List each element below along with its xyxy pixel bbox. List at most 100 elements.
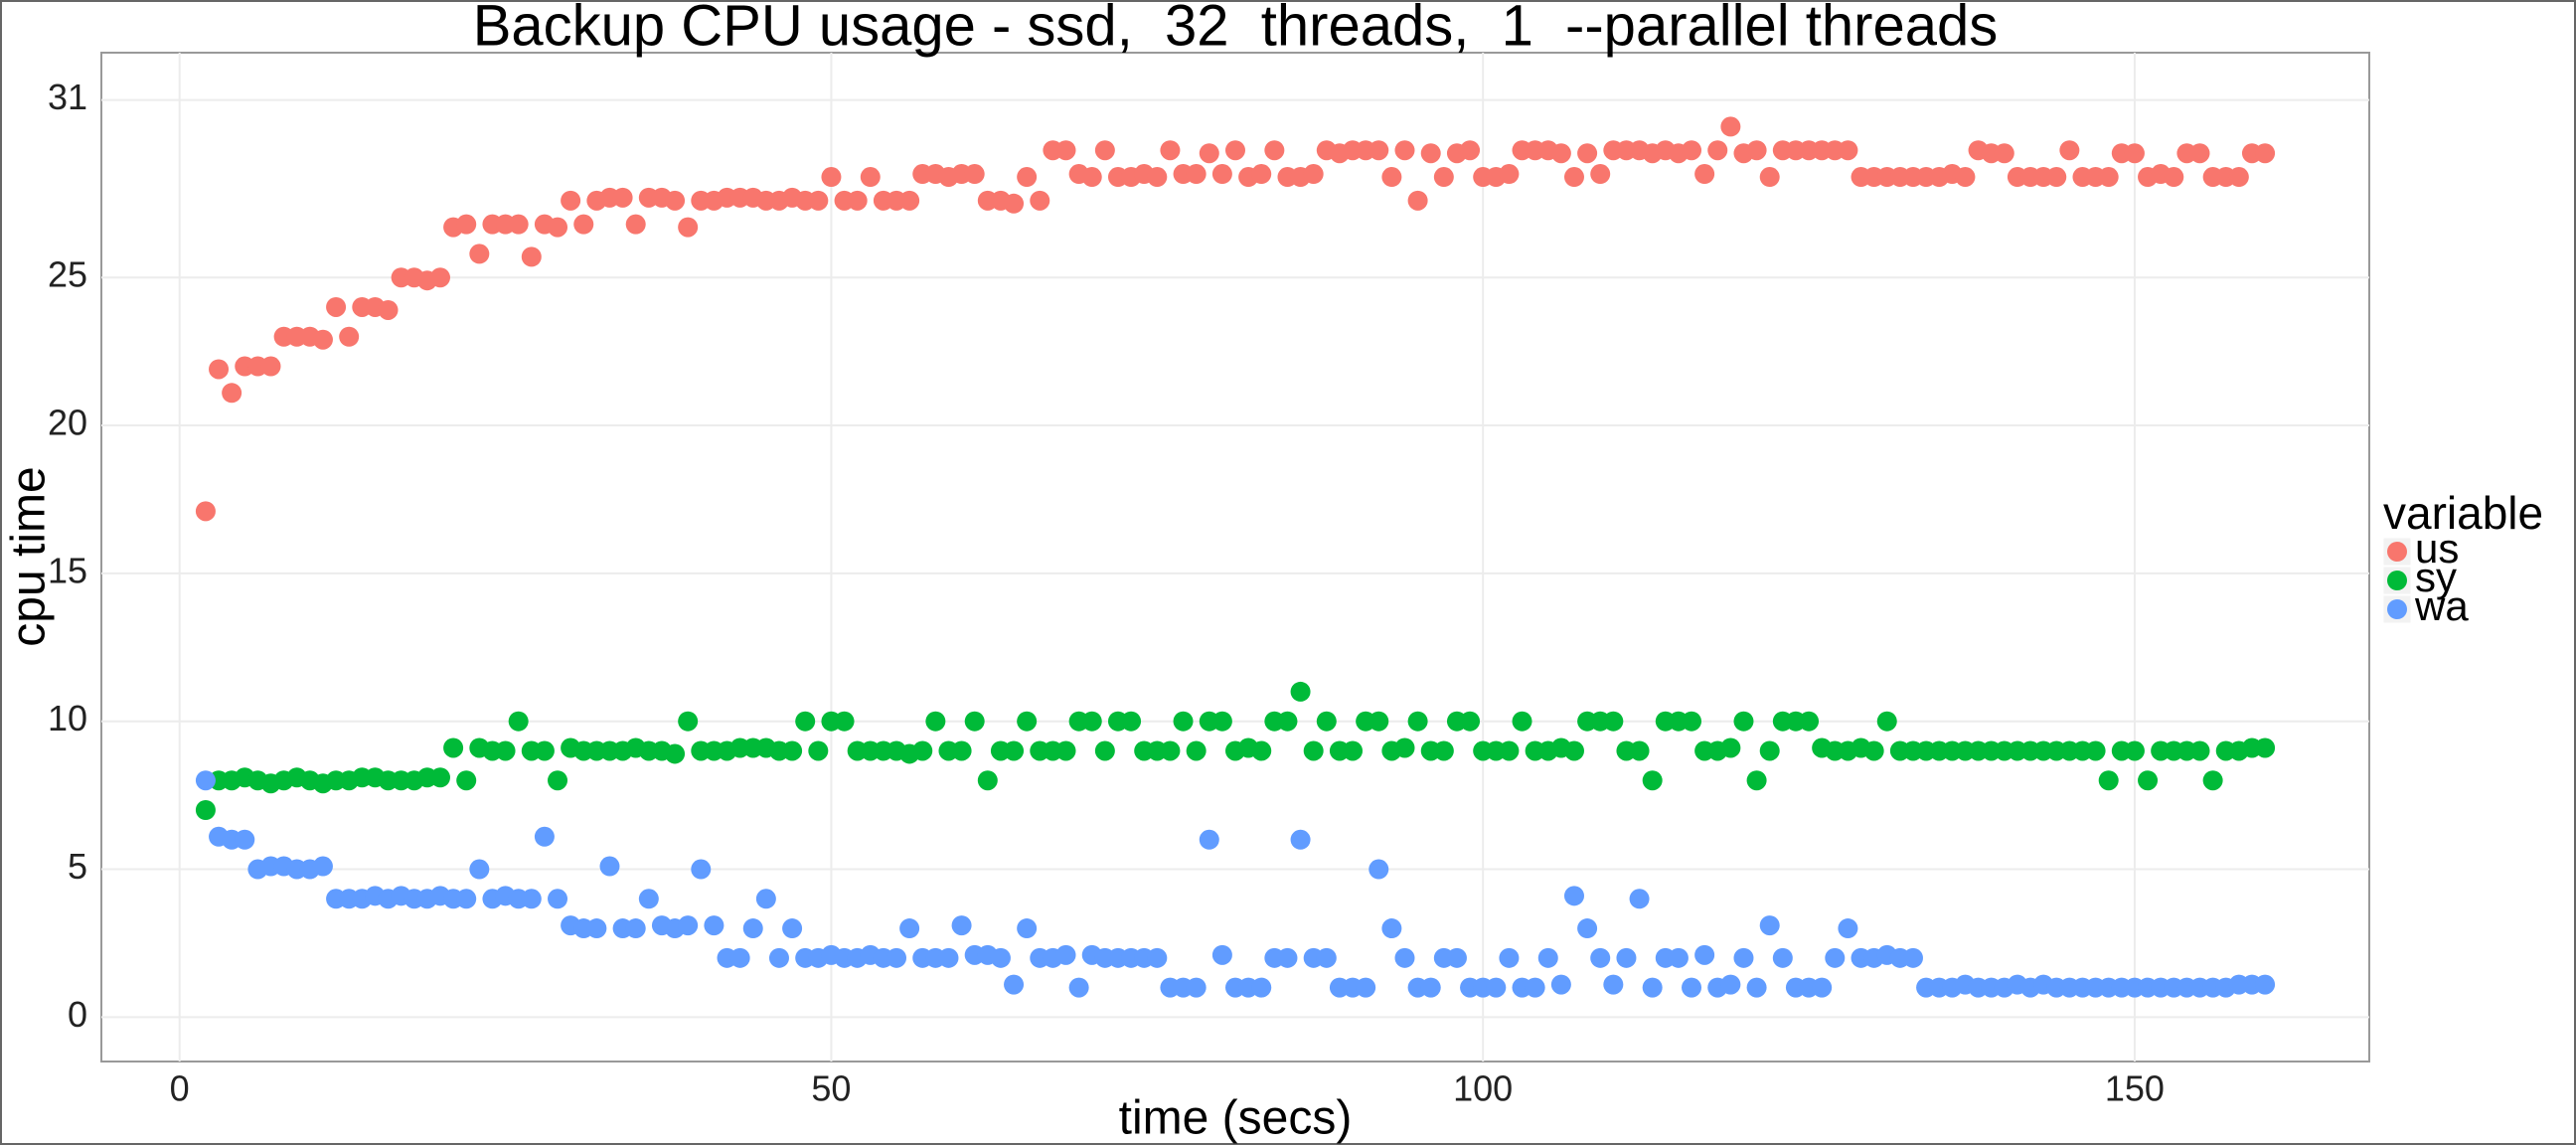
point xyxy=(456,770,477,791)
legend-title: variable xyxy=(2383,487,2543,539)
plot-panel xyxy=(100,52,2370,1063)
point xyxy=(1211,711,1232,732)
chart-title: Backup CPU usage - ssd, 32 threads, 1 --… xyxy=(473,0,1999,58)
point xyxy=(1303,740,1324,761)
point xyxy=(795,711,816,732)
point xyxy=(312,856,333,877)
point xyxy=(612,187,633,208)
point xyxy=(1290,829,1311,850)
point xyxy=(964,164,985,185)
point xyxy=(195,770,216,791)
point xyxy=(1290,681,1311,702)
point xyxy=(378,299,399,320)
point xyxy=(1381,918,1402,939)
point xyxy=(886,947,907,968)
point xyxy=(1668,947,1689,968)
point xyxy=(1682,977,1702,998)
point xyxy=(469,244,490,264)
point xyxy=(834,711,855,732)
point xyxy=(899,918,920,939)
point xyxy=(1759,167,1780,188)
point xyxy=(235,829,255,850)
point xyxy=(586,918,607,939)
point xyxy=(2085,740,2106,761)
point xyxy=(561,190,581,211)
point xyxy=(1356,977,1376,998)
point xyxy=(1160,140,1181,161)
point xyxy=(2189,143,2210,164)
point xyxy=(1017,711,1038,732)
point xyxy=(2098,167,2119,188)
point xyxy=(443,737,464,758)
point xyxy=(1825,947,1846,968)
point xyxy=(1838,918,1858,939)
point xyxy=(1055,140,1076,161)
legend-label: sy xyxy=(2415,554,2457,600)
point xyxy=(1199,829,1219,850)
point xyxy=(2059,140,2080,161)
x-tick-label: 150 xyxy=(2105,1068,2165,1109)
point xyxy=(951,740,972,761)
point xyxy=(1838,140,1858,161)
point xyxy=(1812,977,1833,998)
point xyxy=(847,190,868,211)
point xyxy=(951,915,972,936)
point xyxy=(508,214,529,235)
point xyxy=(1460,140,1481,161)
point xyxy=(938,947,959,968)
point xyxy=(1407,190,1428,211)
point xyxy=(1316,711,1337,732)
point xyxy=(678,217,699,238)
point xyxy=(339,326,360,347)
point xyxy=(808,190,829,211)
point xyxy=(2124,143,2145,164)
point xyxy=(990,947,1011,968)
point xyxy=(1642,770,1663,791)
point xyxy=(1577,918,1598,939)
point xyxy=(1147,167,1168,188)
point xyxy=(1629,889,1650,909)
point xyxy=(1186,977,1207,998)
point xyxy=(1420,977,1441,998)
point xyxy=(469,859,490,880)
y-tick-label: 0 xyxy=(68,994,87,1035)
point xyxy=(1030,190,1050,211)
legend-marker xyxy=(2387,542,2407,562)
point xyxy=(548,889,568,909)
point xyxy=(1211,164,1232,185)
point xyxy=(312,329,333,350)
point xyxy=(1577,143,1598,164)
point xyxy=(704,915,724,936)
point xyxy=(665,743,686,764)
point xyxy=(1746,770,1767,791)
point xyxy=(1603,974,1624,995)
point xyxy=(1746,977,1767,998)
point xyxy=(1251,740,1272,761)
point xyxy=(1550,143,1571,164)
point xyxy=(1160,740,1181,761)
point xyxy=(1420,143,1441,164)
point xyxy=(1707,140,1728,161)
point xyxy=(808,740,829,761)
point xyxy=(1343,740,1364,761)
point xyxy=(1407,711,1428,732)
legend-marker xyxy=(2387,571,2407,590)
point xyxy=(1186,164,1207,185)
point xyxy=(665,190,686,211)
point xyxy=(1537,947,1558,968)
point xyxy=(1525,977,1545,998)
point xyxy=(2098,770,2119,791)
point xyxy=(1211,944,1232,965)
point xyxy=(1772,947,1793,968)
point xyxy=(1055,740,1076,761)
point xyxy=(1759,740,1780,761)
point xyxy=(1277,947,1298,968)
y-tick-label: 10 xyxy=(48,698,87,738)
point xyxy=(1720,974,1741,995)
point xyxy=(860,167,881,188)
point xyxy=(456,889,477,909)
point xyxy=(1394,737,1415,758)
point xyxy=(678,711,699,732)
point xyxy=(1590,164,1611,185)
